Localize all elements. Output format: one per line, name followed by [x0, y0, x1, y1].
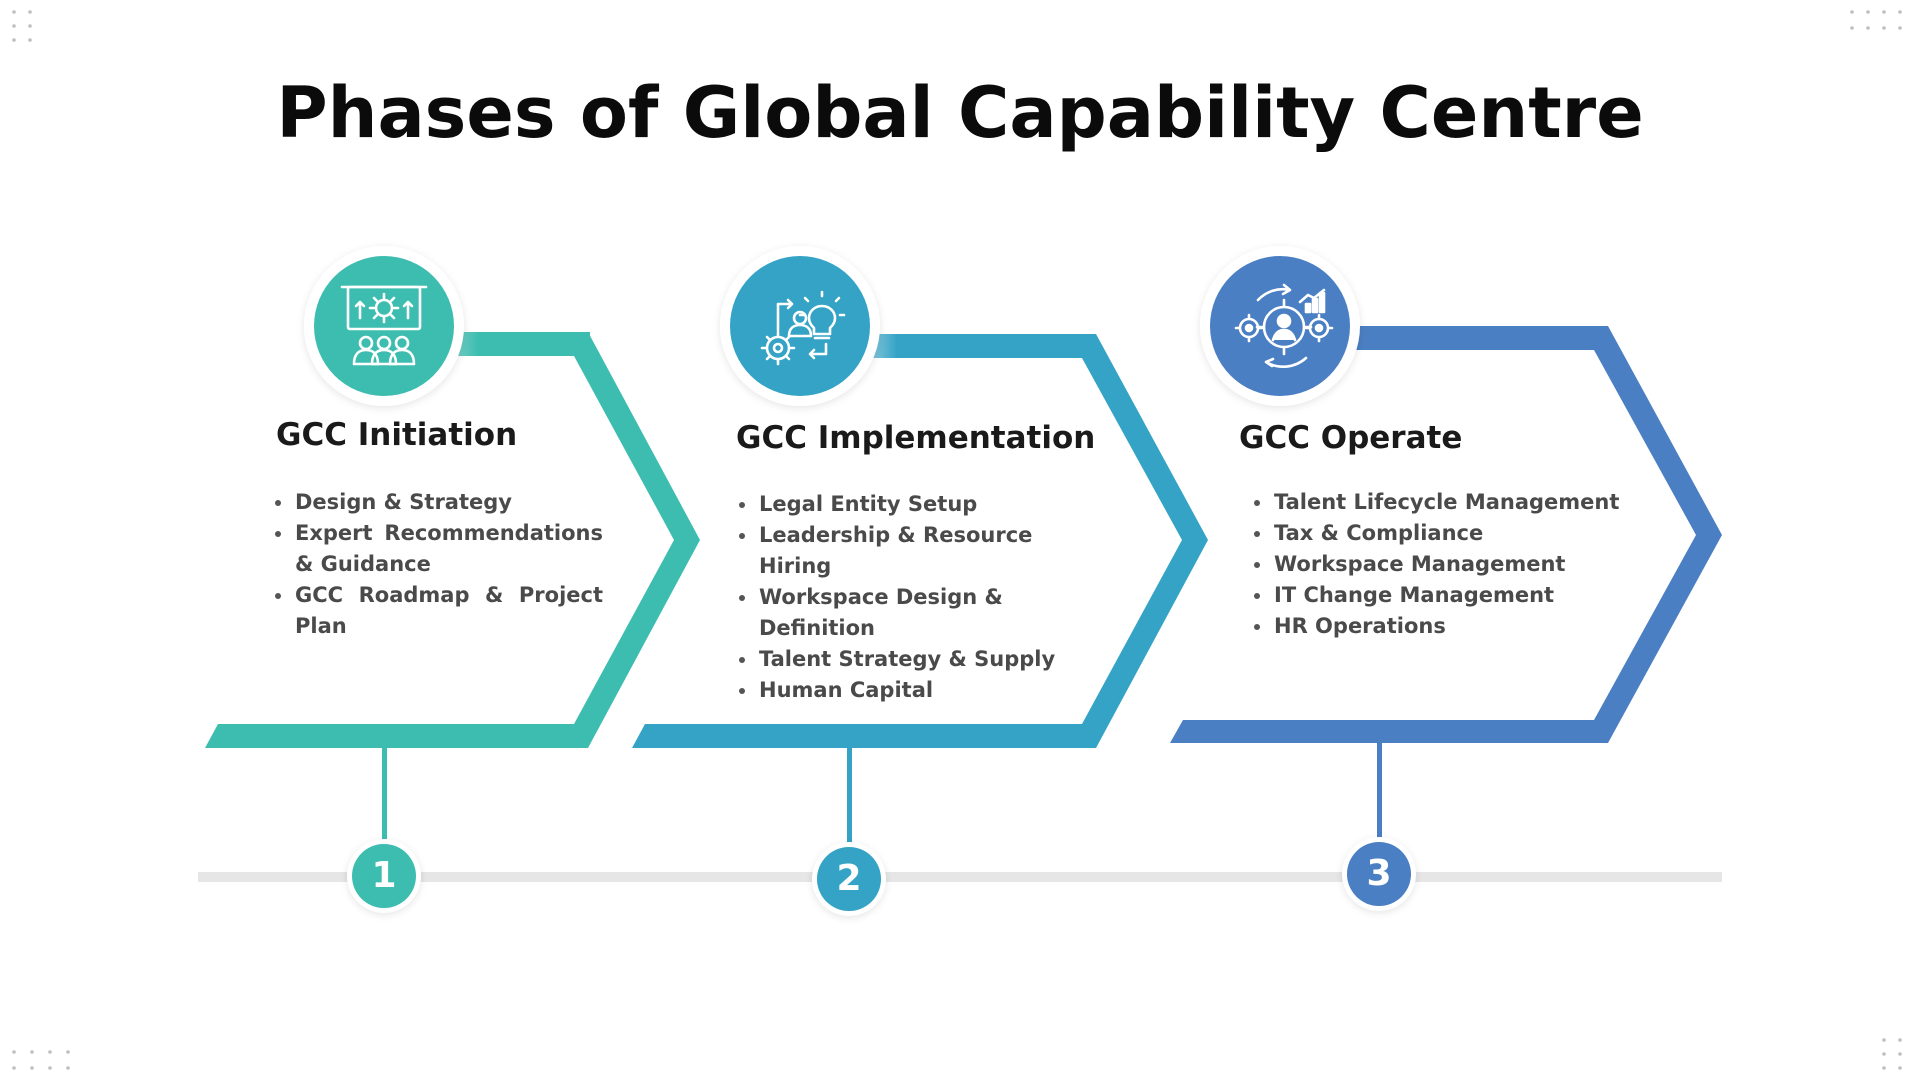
phase-2-title: GCC Implementation — [736, 420, 1096, 456]
phase-1-icon-badge — [304, 246, 464, 406]
list-item: IT Change Management — [1252, 580, 1652, 611]
list-item: Design & Strategy — [273, 487, 603, 518]
phase-3-bullet-list: Talent Lifecycle Management Tax & Compli… — [1252, 487, 1652, 642]
presentation-team-icon — [340, 285, 428, 366]
page-title: Phases of Global Capability Centre — [276, 72, 1644, 154]
corner-dots-bottom-left — [12, 1050, 70, 1070]
list-item: Expert Recommendations & Guidance — [273, 518, 603, 580]
phase-1-title: GCC Initiation — [276, 417, 518, 453]
phase-2-chevron-top-fade — [860, 334, 1010, 358]
list-item: Human Capital — [737, 675, 1107, 706]
phase-3-title: GCC Operate — [1239, 420, 1463, 456]
list-item: Tax & Compliance — [1252, 518, 1652, 549]
corner-dots-bottom-right — [1882, 1038, 1902, 1070]
list-item: Workspace Management — [1252, 549, 1652, 580]
phase-1-chevron-top-fade — [440, 332, 590, 356]
phase-3-connector — [1377, 743, 1382, 839]
timeline-bar — [198, 872, 1722, 882]
list-item: Legal Entity Setup — [737, 489, 1107, 520]
list-item: Talent Strategy & Supply — [737, 644, 1107, 675]
list-item: HR Operations — [1252, 611, 1652, 642]
list-item: Workspace Design & Definition — [737, 582, 1019, 644]
phase-2-bullet-list: Legal Entity Setup Leadership & Resource… — [737, 489, 1107, 706]
phase-2-connector — [847, 748, 852, 843]
list-item: Talent Lifecycle Management — [1252, 487, 1652, 518]
phase-3-number-badge: 3 — [1347, 842, 1411, 906]
gears-operations-icon — [1234, 283, 1334, 368]
phase-1-number-badge: 1 — [352, 844, 416, 908]
list-item: GCC Roadmap & Project Plan — [273, 580, 603, 642]
list-item: Leadership & Resource Hiring — [737, 520, 1107, 582]
idea-process-icon — [760, 290, 846, 366]
phase-1-bullet-list: Design & Strategy Expert Recommendations… — [273, 487, 603, 642]
phase-1-connector — [382, 748, 387, 840]
phase-2-number-badge: 2 — [817, 847, 881, 911]
corner-dots-top-left — [12, 10, 32, 42]
corner-dots-top-right — [1850, 10, 1902, 30]
